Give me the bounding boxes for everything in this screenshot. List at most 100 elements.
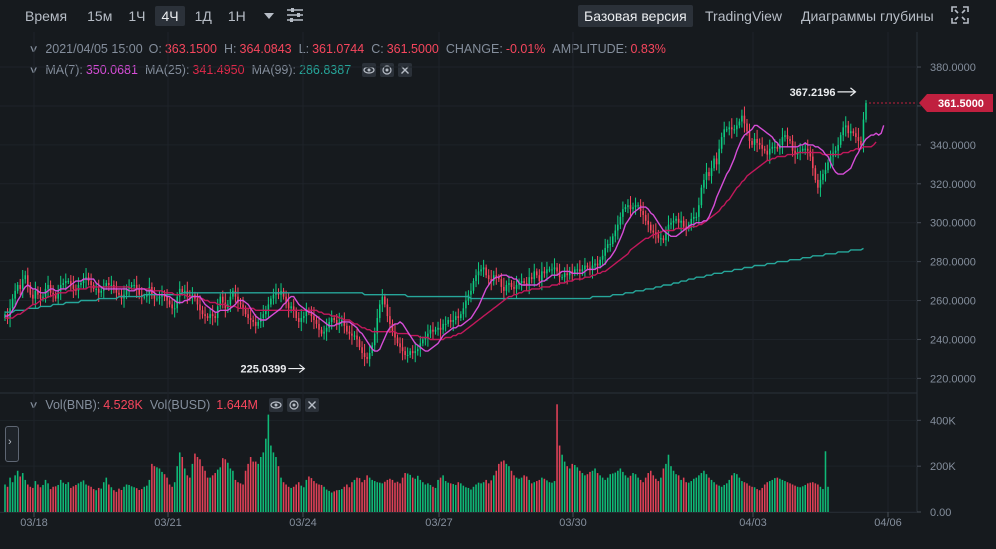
candle-body xyxy=(419,343,422,350)
candle-body xyxy=(713,158,715,169)
volume-bar xyxy=(703,470,705,512)
volume-bar xyxy=(196,457,199,512)
y-tick-label: 340.0000 xyxy=(930,140,976,152)
candle-body xyxy=(563,273,566,278)
close-icon[interactable] xyxy=(304,398,319,412)
volume-bar xyxy=(457,482,460,512)
interval-15m[interactable]: 15м xyxy=(87,8,113,24)
tab-basic-version[interactable]: Базовая версия xyxy=(578,5,693,27)
close-icon[interactable] xyxy=(398,63,413,77)
volume-bar xyxy=(308,476,310,512)
candle-body xyxy=(173,308,176,310)
volume-bar xyxy=(637,477,639,512)
candle-body xyxy=(313,316,315,320)
candle-body xyxy=(847,125,850,134)
volume-bar xyxy=(766,482,769,512)
volume-bar xyxy=(262,452,265,512)
candle-body xyxy=(609,244,612,246)
candle-body xyxy=(130,284,133,287)
volume-bar xyxy=(675,474,677,512)
volume-bar xyxy=(303,487,305,512)
interval-1d[interactable]: 1Д xyxy=(194,8,212,24)
settings-icon[interactable] xyxy=(286,398,301,412)
volume-bar xyxy=(551,482,553,512)
volume-bar xyxy=(573,465,576,512)
volume-bar xyxy=(751,486,753,512)
x-tick-label: 03/27 xyxy=(425,517,453,529)
candle-body xyxy=(634,205,637,208)
volume-bar xyxy=(482,482,485,512)
volume-bar xyxy=(135,488,138,512)
volume-bar xyxy=(315,483,318,512)
volume-bar xyxy=(333,491,335,512)
candle-body xyxy=(24,275,27,280)
time-label[interactable]: Время xyxy=(25,8,68,24)
candle-body xyxy=(308,310,310,313)
candle-body xyxy=(756,139,758,143)
candle-body xyxy=(844,125,847,128)
candle-body xyxy=(576,269,579,271)
low-marker-label: 225.0399 xyxy=(240,364,286,376)
candle-body xyxy=(510,283,513,287)
chevron-right-icon: › xyxy=(8,436,12,448)
tab-tradingview[interactable]: TradingView xyxy=(705,8,783,24)
volume-bar xyxy=(444,481,447,512)
candle-body xyxy=(201,310,204,315)
candle-body xyxy=(394,331,396,338)
candle-body xyxy=(546,269,548,274)
collapse-chevron-icon[interactable]: ∨ xyxy=(28,399,39,411)
candle-body xyxy=(330,318,333,322)
volume-bar xyxy=(690,481,693,512)
indicator-settings-icon[interactable] xyxy=(286,7,304,26)
eye-icon[interactable] xyxy=(362,63,377,77)
volume-bar xyxy=(589,471,591,512)
volume-bar xyxy=(219,467,222,512)
candle-body xyxy=(252,320,254,322)
interval-1w[interactable]: 1Н xyxy=(227,8,246,24)
candle-body xyxy=(591,265,594,270)
candle-body xyxy=(123,294,125,299)
volume-bar xyxy=(115,491,118,512)
tab-depth-chart[interactable]: Диаграммы глубины xyxy=(801,8,934,24)
candle-body xyxy=(837,144,839,151)
volume-bar xyxy=(282,482,285,512)
volume-bar xyxy=(381,483,384,512)
volume-bar xyxy=(110,487,113,512)
interval-4h[interactable]: 4Ч xyxy=(155,6,185,26)
interval-dropdown-icon[interactable] xyxy=(262,9,276,24)
volume-bar xyxy=(173,482,176,512)
interval-1h[interactable]: 1Ч xyxy=(128,8,146,24)
ma7-line xyxy=(5,124,885,352)
volume-bar xyxy=(295,484,298,512)
volume-bar xyxy=(733,473,736,512)
volume-bar xyxy=(277,466,280,512)
candle-body xyxy=(814,168,817,180)
side-panel-toggle[interactable]: › xyxy=(5,426,19,462)
volume-bar xyxy=(323,486,325,512)
candle-body xyxy=(761,144,763,149)
candle-body xyxy=(356,335,358,340)
collapse-chevron-icon[interactable]: ∨ xyxy=(28,43,39,55)
candle-body xyxy=(328,321,330,328)
volume-bar xyxy=(32,487,34,512)
candle-body xyxy=(700,187,703,206)
settings-icon[interactable] xyxy=(380,63,395,77)
volume-bar xyxy=(771,479,774,512)
volume-bar xyxy=(199,459,201,512)
collapse-chevron-icon[interactable]: ∨ xyxy=(28,64,39,76)
candle-body xyxy=(485,267,487,276)
eye-icon[interactable] xyxy=(268,398,283,412)
volume-bar xyxy=(558,445,561,512)
candle-body xyxy=(779,144,781,149)
volume-bar xyxy=(753,487,756,512)
ma25-label: MA(25): xyxy=(144,63,190,77)
candle-body xyxy=(708,172,710,176)
fullscreen-icon[interactable] xyxy=(950,5,970,25)
volume-bar xyxy=(108,484,110,512)
volume-bar xyxy=(163,474,166,512)
candle-body xyxy=(85,277,87,280)
volume-bar xyxy=(784,481,786,512)
candle-body xyxy=(371,345,373,354)
candle-body xyxy=(505,284,508,291)
volume-bar xyxy=(9,477,11,512)
